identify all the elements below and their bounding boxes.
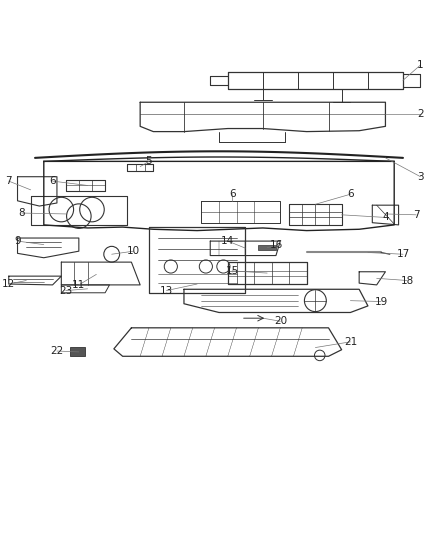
Text: 14: 14 — [221, 236, 234, 246]
Text: 6: 6 — [49, 176, 56, 186]
Text: 6: 6 — [347, 189, 354, 199]
Text: 15: 15 — [226, 266, 239, 276]
Text: 19: 19 — [374, 296, 388, 306]
Text: 11: 11 — [72, 280, 85, 290]
Bar — [70, 346, 85, 356]
Text: 7: 7 — [5, 176, 12, 186]
Text: 5: 5 — [145, 156, 152, 166]
Text: 1: 1 — [417, 60, 424, 70]
Text: 22: 22 — [50, 346, 64, 356]
Text: 18: 18 — [401, 276, 414, 286]
Text: 12: 12 — [2, 279, 15, 289]
Text: 13: 13 — [160, 286, 173, 296]
Text: 23: 23 — [59, 286, 72, 296]
Text: 6: 6 — [229, 189, 236, 199]
Text: 17: 17 — [396, 249, 410, 259]
Text: 2: 2 — [417, 109, 424, 119]
Text: 4: 4 — [382, 213, 389, 222]
Text: 8: 8 — [18, 208, 25, 218]
Text: 9: 9 — [14, 236, 21, 246]
Text: 20: 20 — [274, 316, 287, 326]
Text: 16: 16 — [269, 240, 283, 251]
Text: 3: 3 — [417, 172, 424, 182]
Text: 7: 7 — [413, 210, 420, 220]
Bar — [258, 245, 276, 251]
Text: 21: 21 — [344, 337, 357, 347]
Text: 10: 10 — [127, 246, 140, 256]
